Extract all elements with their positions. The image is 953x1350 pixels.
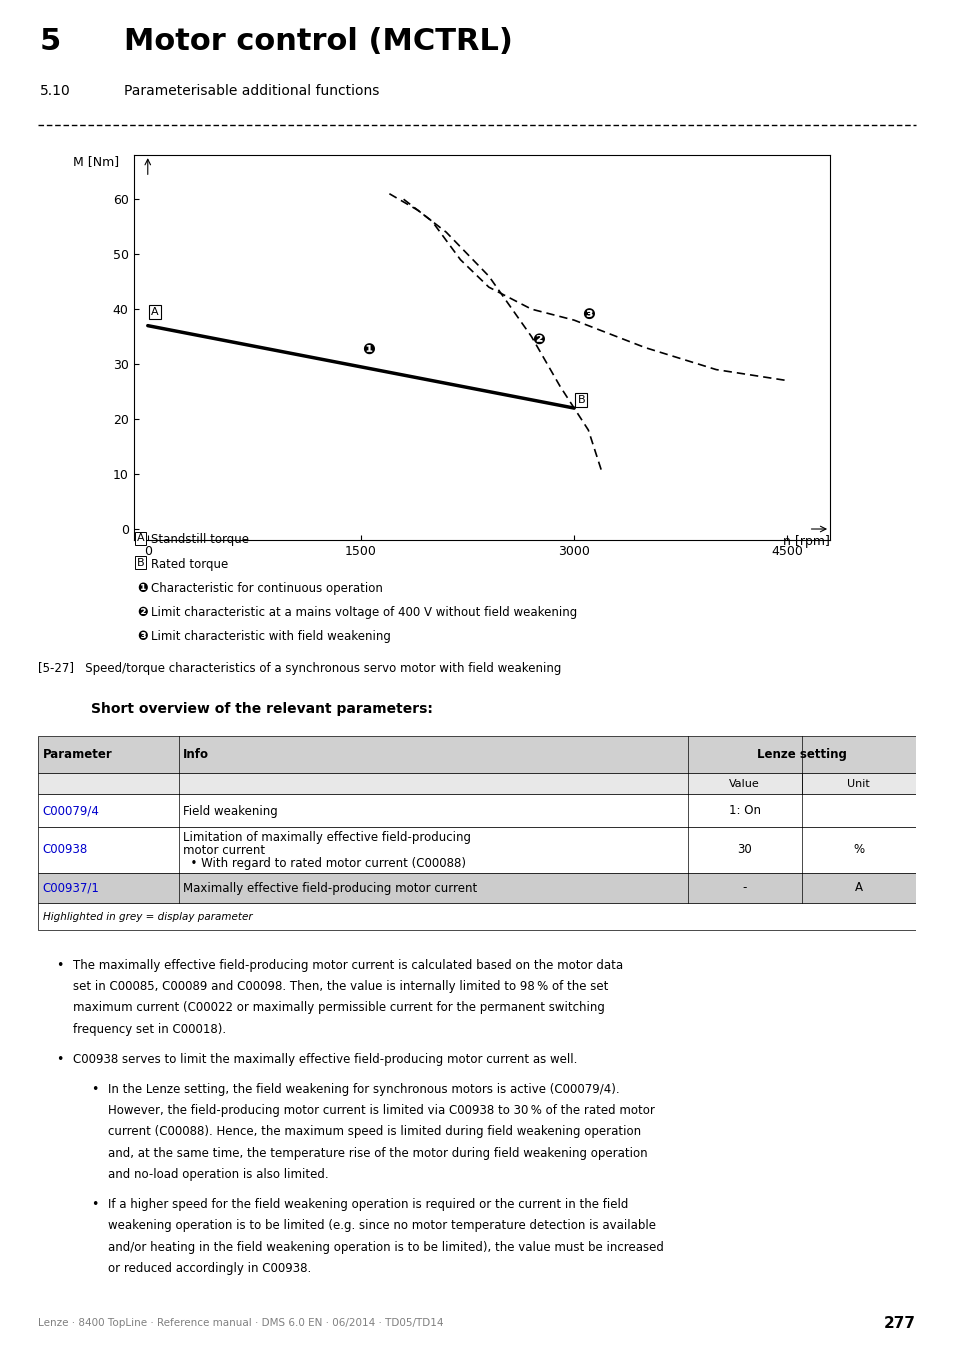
Text: Unit: Unit bbox=[846, 779, 869, 788]
Text: Standstill torque: Standstill torque bbox=[151, 533, 249, 547]
Text: ❸: ❸ bbox=[137, 630, 148, 644]
Text: n [rpm]: n [rpm] bbox=[782, 535, 829, 548]
Text: and/or heating in the field weakening operation is to be limited), the value mus: and/or heating in the field weakening op… bbox=[109, 1241, 663, 1254]
Bar bbox=[38, 794, 915, 826]
Bar bbox=[38, 774, 915, 794]
Text: 30: 30 bbox=[737, 844, 751, 856]
Text: Motor control (MCTRL): Motor control (MCTRL) bbox=[124, 27, 513, 55]
Text: ❸: ❸ bbox=[581, 308, 594, 323]
Text: In the Lenze setting, the field weakening for synchronous motors is active (C000: In the Lenze setting, the field weakenin… bbox=[109, 1083, 619, 1096]
Text: Value: Value bbox=[728, 779, 760, 788]
Text: Lenze · 8400 TopLine · Reference manual · DMS 6.0 EN · 06/2014 · TD05/TD14: Lenze · 8400 TopLine · Reference manual … bbox=[38, 1318, 443, 1328]
Text: Rated torque: Rated torque bbox=[151, 558, 228, 571]
Text: 5: 5 bbox=[40, 27, 61, 55]
Text: Short overview of the relevant parameters:: Short overview of the relevant parameter… bbox=[91, 702, 433, 716]
Text: B: B bbox=[577, 394, 584, 405]
Text: 1: On: 1: On bbox=[728, 805, 760, 817]
Text: ❶: ❶ bbox=[361, 343, 375, 358]
Bar bbox=[38, 736, 915, 774]
Bar bbox=[38, 903, 915, 930]
Text: %: % bbox=[852, 844, 863, 856]
Text: motor current: motor current bbox=[183, 844, 265, 857]
Text: Characteristic for continuous operation: Characteristic for continuous operation bbox=[151, 582, 382, 595]
Text: A: A bbox=[151, 306, 158, 317]
Text: [5-27]   Speed/torque characteristics of a synchronous servo motor with field we: [5-27] Speed/torque characteristics of a… bbox=[38, 663, 561, 675]
Bar bbox=[38, 873, 915, 903]
Text: Field weakening: Field weakening bbox=[183, 805, 277, 818]
Text: C00938 serves to limit the maximally effective field-producing motor current as : C00938 serves to limit the maximally eff… bbox=[73, 1053, 577, 1065]
Text: ❷: ❷ bbox=[532, 332, 544, 347]
Text: ❷: ❷ bbox=[137, 606, 148, 620]
Text: set in C00085, C00089 and C00098. Then, the value is internally limited to 98 % : set in C00085, C00089 and C00098. Then, … bbox=[73, 980, 608, 994]
Text: and no-load operation is also limited.: and no-load operation is also limited. bbox=[109, 1168, 329, 1181]
Text: Limit characteristic with field weakening: Limit characteristic with field weakenin… bbox=[151, 630, 391, 644]
Text: C00079/4: C00079/4 bbox=[43, 805, 99, 817]
Text: weakening operation is to be limited (e.g. since no motor temperature detection : weakening operation is to be limited (e.… bbox=[109, 1219, 656, 1233]
Text: •: • bbox=[91, 1197, 98, 1211]
Text: Highlighted in grey = display parameter: Highlighted in grey = display parameter bbox=[43, 911, 252, 922]
Text: C00937/1: C00937/1 bbox=[43, 882, 99, 895]
Text: • With regard to rated motor current (C00088): • With regard to rated motor current (C0… bbox=[183, 857, 465, 871]
Text: Lenze setting: Lenze setting bbox=[756, 748, 846, 761]
Text: 277: 277 bbox=[882, 1315, 915, 1331]
Text: 5.10: 5.10 bbox=[40, 84, 71, 99]
Text: M [Nm]: M [Nm] bbox=[73, 155, 119, 169]
Text: frequency set in C00018).: frequency set in C00018). bbox=[73, 1023, 226, 1035]
Text: •: • bbox=[55, 1053, 63, 1065]
Text: B: B bbox=[136, 558, 144, 567]
Text: -: - bbox=[741, 882, 746, 895]
Text: Maximally effective field-producing motor current: Maximally effective field-producing moto… bbox=[183, 883, 476, 895]
Text: and, at the same time, the temperature rise of the motor during field weakening : and, at the same time, the temperature r… bbox=[109, 1146, 647, 1160]
Text: or reduced accordingly in C00938.: or reduced accordingly in C00938. bbox=[109, 1262, 312, 1274]
Text: Parameter: Parameter bbox=[43, 748, 112, 761]
Text: Info: Info bbox=[183, 748, 209, 761]
Text: Limit characteristic at a mains voltage of 400 V without field weakening: Limit characteristic at a mains voltage … bbox=[151, 606, 577, 620]
Text: •: • bbox=[55, 958, 63, 972]
Text: Limitation of maximally effective field-producing: Limitation of maximally effective field-… bbox=[183, 830, 471, 844]
Text: C00938: C00938 bbox=[43, 844, 88, 856]
Text: •: • bbox=[91, 1083, 98, 1096]
Text: The maximally effective field-producing motor current is calculated based on the: The maximally effective field-producing … bbox=[73, 958, 622, 972]
Bar bbox=[38, 826, 915, 873]
Text: A: A bbox=[136, 533, 144, 543]
Text: maximum current (C00022 or maximally permissible current for the permanent switc: maximum current (C00022 or maximally per… bbox=[73, 1002, 604, 1014]
Text: ❶: ❶ bbox=[137, 582, 148, 595]
Text: Parameterisable additional functions: Parameterisable additional functions bbox=[124, 84, 379, 99]
Text: A: A bbox=[854, 882, 862, 895]
Text: If a higher speed for the field weakening operation is required or the current i: If a higher speed for the field weakenin… bbox=[109, 1197, 628, 1211]
Text: However, the field-producing motor current is limited via C00938 to 30 % of the : However, the field-producing motor curre… bbox=[109, 1104, 655, 1116]
Text: current (C00088). Hence, the maximum speed is limited during field weakening ope: current (C00088). Hence, the maximum spe… bbox=[109, 1126, 640, 1138]
